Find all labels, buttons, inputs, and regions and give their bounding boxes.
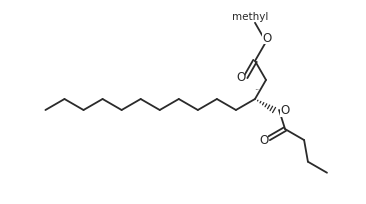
Text: O: O [280, 104, 289, 117]
Text: methyl: methyl [232, 12, 268, 22]
Text: O: O [262, 32, 272, 45]
Text: ···: ··· [254, 86, 262, 94]
Text: O: O [236, 70, 245, 83]
Text: O: O [259, 133, 269, 146]
